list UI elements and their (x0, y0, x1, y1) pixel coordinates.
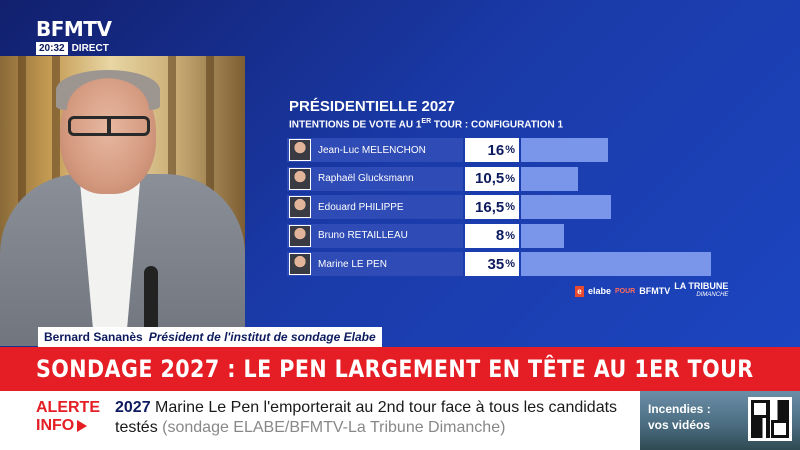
vote-bar (521, 252, 711, 276)
promo-text: Incendies : vos vidéos (648, 401, 711, 433)
live-label: DIRECT (71, 43, 109, 54)
subtitle-post: TOUR : CONFIGURATION 1 (431, 119, 564, 131)
alerte-label: ALERTE (36, 399, 100, 416)
chart-subtitle: INTENTIONS DE VOTE AU 1ER TOUR : CONFIGU… (289, 118, 563, 130)
credit-tribune: LA TRIBUNE DIMANCHE (674, 282, 728, 300)
percentage-unit: % (505, 229, 515, 242)
info-label: INFO (36, 417, 75, 434)
candidate-percentage: 35% (465, 252, 519, 276)
chart-title: PRÉSIDENTIELLE 2027 (289, 98, 455, 115)
speaker-role: Président de l'institut de sondage Elabe (148, 330, 376, 344)
vote-bar (521, 223, 565, 248)
news-ticker: ALERTE INFO 2027 Marine Le Pen l'emporte… (0, 391, 640, 450)
vote-bar (521, 138, 608, 162)
candidate-name-cell: Jean-Luc MELENCHON (287, 138, 463, 162)
percentage-value: 16 (487, 141, 505, 159)
candidate-avatar (289, 196, 311, 218)
speaker-hair (56, 70, 160, 110)
candidate-percentage: 8% (465, 223, 519, 248)
credit-tribune-name: LA TRIBUNE (674, 281, 729, 291)
candidate-name-cell: Marine LE PEN (287, 252, 463, 276)
candidate-name: Marine LE PEN (318, 258, 387, 270)
ticker-source: (sondage ELABE/BFMTV-La Tribune Dimanche… (162, 419, 506, 436)
microphone-icon (144, 266, 158, 346)
candidate-avatar (289, 253, 311, 275)
poll-bar-chart: Jean-Luc MELENCHON 16% Raphaël Glucksmann 1… (287, 138, 787, 281)
candidate-name-cell: Edouard PHILIPPE (287, 195, 463, 219)
speaker-glasses (68, 116, 150, 136)
percentage-unit: % (505, 172, 515, 185)
promo-line2: vos vidéos (648, 418, 711, 432)
credit-elabe: elabe (588, 286, 612, 296)
headline-band: SONDAGE 2027 : LE PEN LARGEMENT EN TÊTE … (0, 347, 800, 391)
ticker-text: Marine Le Pen l'emporterait au 2nd tour … (115, 399, 618, 436)
subtitle-sup: ER (421, 118, 432, 125)
speaker-name: Bernard Sananès (44, 330, 143, 344)
percentage-value: 16,5 (475, 198, 505, 216)
percentage-unit: % (505, 201, 515, 213)
elabe-icon: e (575, 285, 584, 297)
percentage-value: 8 (495, 227, 505, 244)
ticker-year: 2027 (115, 399, 151, 416)
percentage-unit: % (505, 144, 515, 156)
candidate-percentage: 16% (465, 138, 519, 162)
candidate-name-cell: Raphaël Glucksmann (287, 166, 463, 191)
video-feed (0, 56, 245, 346)
candidate-avatar (289, 224, 311, 247)
percentage-unit: % (505, 258, 515, 270)
vote-bar (521, 166, 578, 191)
promo-line1: Incendies : (648, 402, 711, 416)
candidate-name: Edouard PHILIPPE (318, 201, 404, 213)
candidate-percentage: 10,5% (465, 166, 519, 191)
candidate-avatar (289, 167, 311, 190)
candidate-row: Raphaël Glucksmann 10,5% (287, 166, 787, 191)
candidate-row: Bruno RETAILLEAU 8% (287, 223, 787, 248)
qr-code-icon[interactable] (748, 397, 792, 441)
clock-time: 20:32 (36, 42, 68, 55)
play-icon (77, 420, 88, 432)
chart-credits: e elabe POUR BFMTV LA TRIBUNE DIMANCHE (575, 282, 728, 300)
alerte-info-badge: ALERTE INFO (36, 399, 100, 435)
candidate-name: Bruno RETAILLEAU (318, 230, 408, 241)
candidate-percentage: 16,5% (465, 195, 519, 219)
candidate-row: Marine LE PEN 35% (287, 252, 787, 276)
candidate-name: Raphaël Glucksmann (318, 173, 414, 184)
headline-text: SONDAGE 2027 : LE PEN LARGEMENT EN TÊTE … (36, 355, 754, 383)
percentage-value: 10,5 (475, 170, 505, 187)
live-indicator: 20:32 DIRECT (36, 42, 120, 55)
vote-bar (521, 195, 611, 219)
candidate-row: Edouard PHILIPPE 16,5% (287, 195, 787, 219)
candidate-name: Jean-Luc MELENCHON (318, 144, 426, 156)
candidate-row: Jean-Luc MELENCHON 16% (287, 138, 787, 162)
subtitle-pre: INTENTIONS DE VOTE AU 1 (289, 119, 422, 131)
candidate-name-cell: Bruno RETAILLEAU (287, 223, 463, 248)
speaker-lower-third: Bernard Sananès Président de l'institut … (38, 327, 382, 347)
brand-name: BFMTV (36, 17, 112, 41)
ticker-message: 2027 Marine Le Pen l'emporterait au 2nd … (115, 398, 635, 438)
credit-bfmtv: BFMTV (639, 286, 671, 296)
percentage-value: 35 (487, 255, 505, 273)
bfmtv-logo: BFMTV 20:32 DIRECT (36, 18, 120, 55)
promo-panel[interactable]: Incendies : vos vidéos (640, 391, 800, 450)
credit-tribune-sub: DIMANCHE (696, 292, 729, 298)
candidate-avatar (289, 139, 311, 161)
credit-pour: POUR (615, 287, 636, 295)
